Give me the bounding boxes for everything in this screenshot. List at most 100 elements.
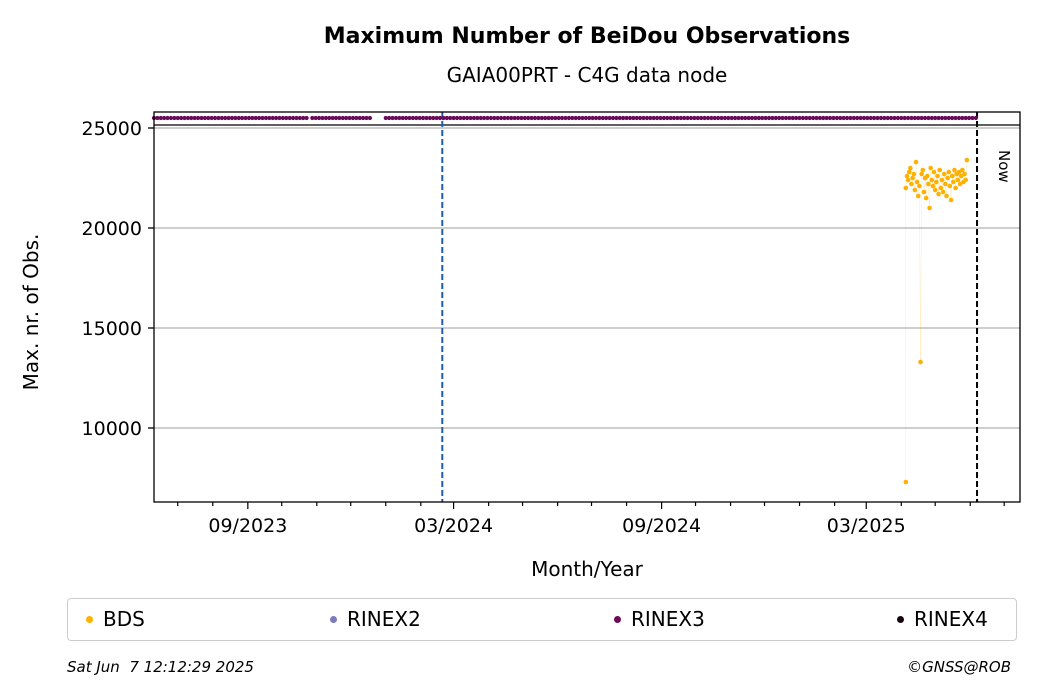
rinex3-point [746, 115, 751, 121]
bds-point [909, 181, 914, 187]
rinex3-point [587, 115, 592, 121]
rinex3-point [804, 115, 809, 121]
bds-point [923, 195, 929, 201]
bds-point [930, 183, 936, 189]
rinex3-point [909, 115, 914, 121]
rinex3-point [263, 115, 269, 121]
rinex3-point [688, 115, 694, 121]
rinex3-point [875, 115, 880, 121]
rinex3-point [206, 115, 211, 121]
rinex3-point [327, 115, 332, 121]
rinex3-point [950, 115, 955, 121]
rinex3-point [566, 115, 572, 121]
rinex3-point [610, 115, 616, 121]
rinex3-point [773, 115, 778, 121]
bds-point [912, 187, 918, 193]
rinex3-point [641, 115, 646, 121]
bds-point [934, 179, 939, 185]
rinex3-point [658, 115, 663, 121]
rinex3-point [420, 115, 426, 121]
rinex3-point [787, 115, 792, 121]
rinex3-point [770, 115, 775, 121]
rinex3-point [179, 115, 184, 121]
y-tick-label: 25000 [82, 118, 142, 140]
rinex3-point [936, 115, 941, 121]
rinex3-point [229, 115, 235, 121]
legend-item-bds: BDS [86, 607, 145, 631]
bds-point [919, 171, 924, 177]
bds-point [958, 173, 964, 179]
rinex3-point [553, 115, 558, 121]
bds-point [946, 169, 952, 175]
rinex3-point [858, 115, 863, 121]
rinex3-point [539, 115, 544, 121]
rinex3-point [536, 115, 541, 121]
rinex3-point [284, 115, 289, 121]
rinex3-point [515, 115, 521, 121]
rinex3-point [631, 115, 636, 121]
rinex3-point [546, 115, 551, 121]
rinex3-point [665, 115, 670, 121]
rinex3-point [905, 115, 911, 121]
rinex3-point [240, 115, 245, 121]
bds-point [917, 183, 922, 189]
rinex3-point [821, 115, 826, 121]
rinex3-point [661, 115, 666, 121]
rinex3-point [233, 115, 238, 121]
rinex3-point [960, 115, 965, 121]
bds-point [904, 173, 910, 179]
bds-point [952, 167, 957, 173]
rinex3-point [926, 115, 931, 121]
rinex3-point [783, 115, 789, 121]
rinex3-point [243, 115, 248, 121]
rinex3-point [865, 115, 870, 121]
rinex3-point [648, 115, 653, 121]
rinex3-point [458, 115, 463, 121]
rinex3-point [337, 115, 342, 121]
bds-point [915, 193, 921, 199]
rinex3-point [361, 115, 366, 121]
grid-lines [154, 127, 1020, 429]
rinex3-point [811, 115, 816, 121]
rinex3-point [468, 115, 473, 121]
bds-point [956, 169, 962, 175]
bds-point [940, 189, 946, 195]
rinex3-point [654, 115, 660, 121]
rinex3-point [158, 115, 163, 121]
bds-point [947, 183, 953, 189]
rinex3-point [316, 115, 322, 121]
x-tick-label: 09/2024 [622, 515, 701, 537]
bds-point [943, 181, 948, 187]
rinex3-point [175, 115, 180, 121]
rinex3-point [543, 115, 548, 121]
rinex3-point [695, 115, 700, 121]
rinex3-point [437, 115, 443, 121]
rinex3-point [573, 115, 578, 121]
rinex3-point [333, 115, 339, 121]
bds-point [905, 177, 911, 183]
rinex3-point [417, 115, 422, 121]
rinex3-point [212, 115, 218, 121]
rinex3-point [290, 115, 296, 121]
rinex3-point [465, 115, 470, 121]
rinex3-point [250, 115, 255, 121]
rinex3-point [522, 115, 527, 121]
y-axis-label: Max. nr. of Obs. [19, 234, 43, 391]
y-tick-label: 20000 [82, 218, 142, 240]
bds-point [935, 173, 940, 179]
rinex3-point [471, 115, 477, 121]
bds-point [927, 205, 932, 211]
bds-connector [905, 159, 968, 482]
rinex3-point [294, 115, 299, 121]
reference-lines [154, 112, 1020, 502]
rinex3-point [943, 115, 948, 121]
rinex3-point [593, 115, 599, 121]
rinex3-point [182, 115, 187, 121]
rinex3-point [678, 115, 683, 121]
rinex3-point [651, 115, 656, 121]
bds-point [910, 175, 915, 181]
legend-item-rinex3: RINEX3 [614, 607, 705, 631]
bds-point [950, 179, 956, 185]
rinex3-point [838, 115, 843, 121]
rinex3-point [668, 115, 673, 121]
